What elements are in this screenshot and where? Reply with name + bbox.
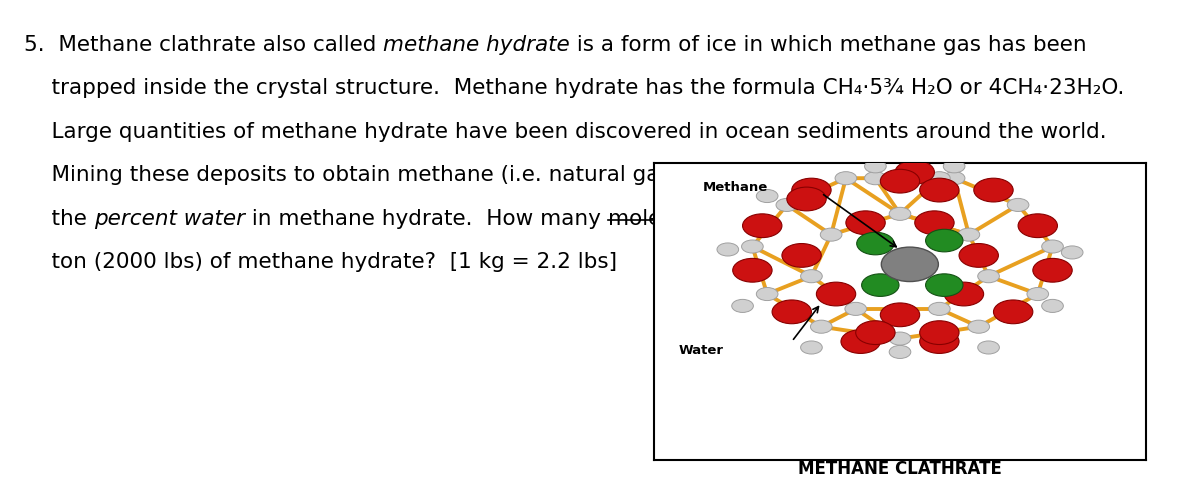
Text: of methane could be recovered from 1.00: of methane could be recovered from 1.00	[672, 209, 1128, 229]
Circle shape	[929, 172, 950, 185]
Circle shape	[978, 270, 1000, 283]
Circle shape	[846, 211, 886, 235]
Circle shape	[895, 160, 935, 184]
Text: Methane: Methane	[703, 181, 768, 194]
Circle shape	[1018, 214, 1057, 238]
Circle shape	[1042, 240, 1063, 253]
Circle shape	[756, 190, 778, 202]
Circle shape	[943, 160, 965, 173]
Circle shape	[782, 244, 821, 267]
Text: in methane hydrate.  How many: in methane hydrate. How many	[245, 209, 607, 229]
Text: the: the	[24, 209, 94, 229]
Circle shape	[929, 302, 950, 315]
Circle shape	[914, 211, 954, 235]
Text: Water: Water	[679, 344, 724, 357]
Text: Mining these deposits to obtain methane (i.e. natural gas) has been discussed fo: Mining these deposits to obtain methane …	[24, 165, 1134, 185]
Circle shape	[944, 282, 984, 306]
Circle shape	[772, 300, 811, 324]
Text: Large quantities of methane hydrate have been discovered in ocean sediments arou: Large quantities of methane hydrate have…	[24, 122, 1106, 142]
Circle shape	[974, 178, 1013, 202]
Text: methane hydrate: methane hydrate	[383, 35, 570, 54]
Text: moles: moles	[607, 209, 672, 229]
Circle shape	[925, 274, 962, 297]
Circle shape	[968, 320, 990, 333]
Circle shape	[919, 178, 959, 202]
Circle shape	[845, 302, 866, 315]
Circle shape	[1042, 299, 1063, 312]
Circle shape	[862, 274, 899, 297]
Circle shape	[978, 341, 1000, 354]
Circle shape	[864, 172, 887, 185]
Text: trapped inside the crystal structure.  Methane hydrate has the formula CH₄·5¾ H₂: trapped inside the crystal structure. Me…	[24, 78, 1124, 98]
Circle shape	[943, 172, 965, 185]
Circle shape	[889, 346, 911, 358]
Circle shape	[1007, 198, 1028, 211]
Circle shape	[733, 258, 772, 282]
Circle shape	[787, 187, 826, 211]
Circle shape	[835, 172, 857, 185]
Circle shape	[841, 330, 881, 353]
Circle shape	[919, 321, 959, 345]
Circle shape	[958, 228, 979, 241]
Circle shape	[792, 178, 832, 202]
Circle shape	[864, 160, 887, 173]
Circle shape	[889, 207, 911, 220]
Circle shape	[881, 247, 938, 282]
Circle shape	[800, 270, 822, 283]
Circle shape	[1033, 258, 1073, 282]
Text: ton (2000 lbs) of methane hydrate?  [1 kg = 2.2 lbs]: ton (2000 lbs) of methane hydrate? [1 kg…	[24, 252, 617, 272]
Circle shape	[810, 320, 832, 333]
Circle shape	[800, 341, 822, 354]
Circle shape	[776, 198, 798, 211]
Text: is a form of ice in which methane gas has been: is a form of ice in which methane gas ha…	[570, 35, 1087, 54]
Circle shape	[881, 169, 919, 193]
Circle shape	[925, 229, 962, 252]
Circle shape	[889, 332, 911, 345]
Circle shape	[994, 300, 1033, 324]
Circle shape	[743, 214, 782, 238]
Circle shape	[857, 232, 894, 255]
Circle shape	[919, 330, 959, 353]
Circle shape	[959, 244, 998, 267]
Circle shape	[756, 288, 778, 300]
Circle shape	[742, 240, 763, 253]
Circle shape	[1027, 288, 1049, 300]
Circle shape	[881, 303, 919, 327]
Circle shape	[816, 282, 856, 306]
Text: METHANE CLATHRATE: METHANE CLATHRATE	[798, 460, 1002, 478]
Circle shape	[1061, 246, 1084, 259]
Circle shape	[716, 243, 739, 256]
Text: percent water: percent water	[94, 209, 245, 229]
Circle shape	[821, 228, 842, 241]
Text: 5.  Methane clathrate also called: 5. Methane clathrate also called	[24, 35, 383, 54]
Circle shape	[856, 321, 895, 345]
Circle shape	[732, 299, 754, 312]
